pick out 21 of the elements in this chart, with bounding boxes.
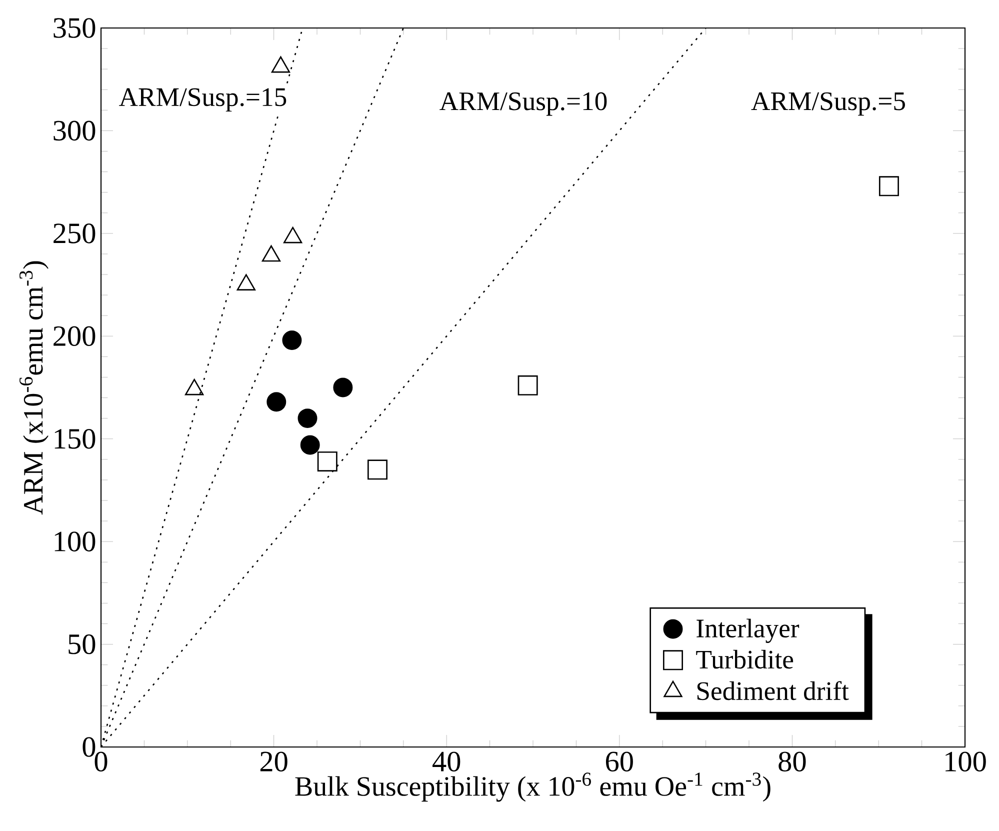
- y-tick-label: 150: [54, 428, 96, 449]
- y-tick-label: 350: [54, 18, 96, 38]
- annotation: ARM/Susp.=5: [751, 92, 905, 116]
- y-tick-label: 200: [54, 326, 96, 346]
- x-tick-label: 40: [432, 752, 460, 772]
- x-tick-label: 80: [778, 752, 806, 772]
- legend-label: Turbidite: [696, 650, 794, 669]
- y-axis-title: ARM (x10$^{-6}$emu cm$^{-3}$): [20, 261, 48, 515]
- x-tick-label: 20: [260, 752, 288, 772]
- y-tick-label: 50: [68, 634, 96, 654]
- x-tick-label: 100: [946, 752, 986, 772]
- y-tick-label: 250: [54, 224, 96, 244]
- x-axis-title: Bulk Susceptibility (x 10$^{-6}$ emu Oe$^{-1}$ cm$^{-3}$): [295, 772, 770, 802]
- y-tick-label: 0: [82, 737, 96, 757]
- annotation: ARM/Susp.=15: [119, 88, 286, 112]
- annotation: ARM/Susp.=10: [440, 92, 607, 116]
- y-tick-label: 300: [54, 120, 96, 141]
- x-tick-label: 60: [606, 752, 633, 772]
- legend-label: Interlayer: [696, 618, 800, 643]
- legend-label: Sediment drift: [697, 681, 849, 700]
- y-tick-label: 100: [54, 532, 96, 552]
